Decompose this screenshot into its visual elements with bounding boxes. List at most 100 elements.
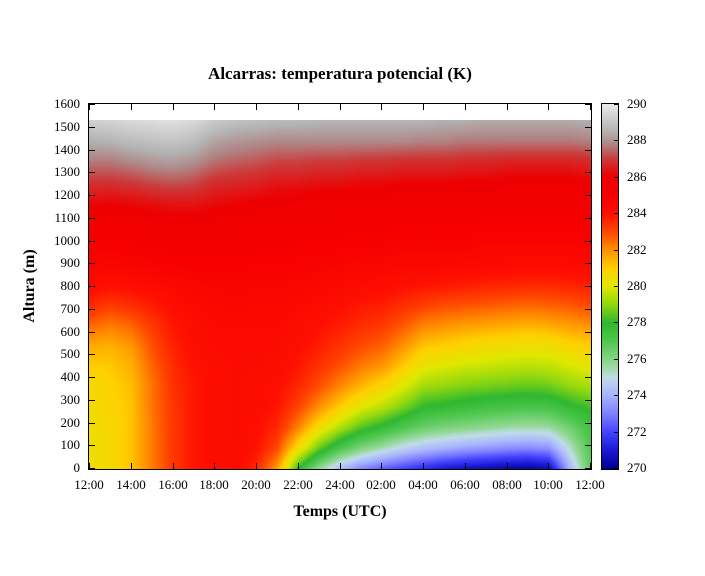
colorbar-tick-mark [614,250,618,251]
colorbar-tick-label: 286 [627,169,647,184]
colorbar-tick-mark [614,177,618,178]
colorbar-tick-mark [614,140,618,141]
heatmap-canvas [89,120,591,469]
colorbar-tick-mark [614,322,618,323]
x-tick-label: 02:00 [366,477,396,492]
colorbar-tick-label: 270 [627,460,647,475]
y-tick-label: 600 [60,324,81,339]
y-tick-mark [585,104,591,105]
y-tick-mark [89,423,95,424]
x-tick-mark [131,104,132,110]
colorbar-tick-mark [614,104,618,105]
colorbar-tick-mark [614,432,618,433]
x-tick-mark [548,104,549,110]
y-tick-mark [585,127,591,128]
x-tick-label: 04:00 [408,477,438,492]
y-tick-mark [585,377,591,378]
x-tick-mark [423,104,424,110]
colorbar-tick-mark [614,395,618,396]
x-tick-mark [173,104,174,110]
y-tick-mark [89,241,95,242]
x-tick-label: 16:00 [158,477,188,492]
x-tick-mark [507,104,508,110]
colorbar-tick-mark [614,359,618,360]
x-tick-mark [298,104,299,110]
colorbar-tick-label: 284 [627,205,647,220]
y-tick-mark [89,218,95,219]
y-tick-mark [585,423,591,424]
colorbar-tick-mark [614,286,618,287]
y-tick-label: 1000 [54,233,80,248]
y-tick-mark [585,332,591,333]
x-tick-mark [381,104,382,110]
y-tick-label: 1300 [54,164,80,179]
y-tick-mark [585,195,591,196]
x-tick-label: 12:00 [74,477,104,492]
y-tick-mark [585,241,591,242]
colorbar-tick-label: 290 [627,96,647,111]
x-tick-mark [465,104,466,110]
y-tick-mark [89,104,95,105]
x-tick-mark [340,104,341,110]
y-tick-label: 100 [60,437,81,452]
y-tick-mark [585,354,591,355]
y-tick-label: 400 [60,369,81,384]
x-tick-label: 12:00 [575,477,605,492]
x-tick-label: 18:00 [199,477,229,492]
x-tick-mark [298,463,299,469]
y-tick-mark [585,172,591,173]
x-tick-mark [214,104,215,110]
x-tick-mark [173,463,174,469]
colorbar-tick-label: 276 [627,351,647,366]
colorbar-tick-label: 274 [627,387,647,402]
x-tick-mark [381,463,382,469]
y-tick-mark [89,195,95,196]
y-tick-mark [585,263,591,264]
x-tick-label: 06:00 [450,477,480,492]
colorbar-tick-label: 278 [627,314,647,329]
y-tick-label: 1500 [54,119,80,134]
y-tick-mark [89,172,95,173]
plot-area [88,103,592,470]
x-tick-label: 24:00 [325,477,355,492]
y-tick-mark [585,309,591,310]
colorbar-tick-mark [614,468,618,469]
y-tick-mark [89,445,95,446]
x-tick-mark [548,463,549,469]
chart-title: Alcarras: temperatura potencial (K) [208,64,472,83]
y-tick-label: 500 [60,346,81,361]
x-tick-mark [131,463,132,469]
y-tick-label: 0 [73,460,81,475]
y-tick-label: 1400 [54,142,80,157]
x-tick-mark [89,463,90,469]
y-tick-mark [89,400,95,401]
colorbar-tick-label: 280 [627,278,647,293]
y-tick-label: 1600 [54,96,80,111]
y-tick-mark [585,150,591,151]
y-tick-mark [89,286,95,287]
y-tick-mark [89,332,95,333]
colorbar-tick-label: 272 [627,424,647,439]
y-tick-mark [585,400,591,401]
y-tick-mark [89,377,95,378]
y-tick-label: 900 [60,255,81,270]
y-tick-label: 800 [60,278,81,293]
y-tick-mark [89,127,95,128]
x-tick-mark [340,463,341,469]
x-tick-mark [256,463,257,469]
x-tick-label: 10:00 [533,477,563,492]
colorbar-tick-mark [614,213,618,214]
colorbar-tick-label: 288 [627,132,647,147]
y-tick-mark [89,150,95,151]
x-tick-mark [465,463,466,469]
colorbar-gradient-canvas [602,104,618,469]
y-tick-mark [89,354,95,355]
y-tick-mark [89,468,95,469]
y-tick-mark [585,468,591,469]
y-tick-mark [89,309,95,310]
colorbar [601,103,619,470]
y-tick-label: 700 [60,301,81,316]
x-axis-title: Temps (UTC) [293,503,387,520]
x-tick-mark [256,104,257,110]
y-tick-mark [89,263,95,264]
